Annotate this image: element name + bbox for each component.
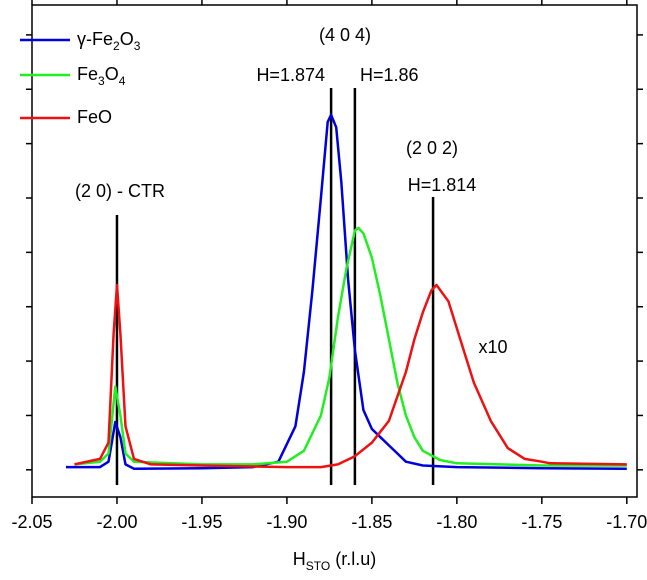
legend-label: FeO bbox=[77, 107, 112, 127]
x-tick-label: -1.75 bbox=[521, 512, 562, 532]
series-line bbox=[74, 226, 627, 467]
marker-label: H=1.86 bbox=[360, 65, 419, 85]
x-tick-label: -2.00 bbox=[96, 512, 137, 532]
plot-frame bbox=[31, 4, 638, 498]
marker-label: H=1.814 bbox=[408, 175, 477, 195]
marker-label: (2 0) - CTR bbox=[75, 181, 165, 201]
annotation: (2 0 2) bbox=[406, 138, 458, 158]
legend-label: Fe3O4 bbox=[77, 64, 126, 88]
x-tick-label: -1.90 bbox=[266, 512, 307, 532]
x-tick-label: -1.70 bbox=[606, 512, 647, 532]
annotation: (4 0 4) bbox=[319, 25, 371, 45]
x-tick-label: -1.80 bbox=[436, 512, 477, 532]
x-tick-label: -1.95 bbox=[181, 512, 222, 532]
series-line bbox=[66, 113, 627, 470]
x-tick-label: -2.05 bbox=[11, 512, 52, 532]
legend-label: γ-Fe2O3 bbox=[77, 29, 141, 53]
annotation: x10 bbox=[478, 337, 507, 357]
series-line bbox=[74, 283, 627, 469]
x-axis-label: HSTO (r.l.u) bbox=[293, 549, 376, 573]
x-tick-label: -1.85 bbox=[351, 512, 392, 532]
marker-label: H=1.874 bbox=[256, 65, 325, 85]
